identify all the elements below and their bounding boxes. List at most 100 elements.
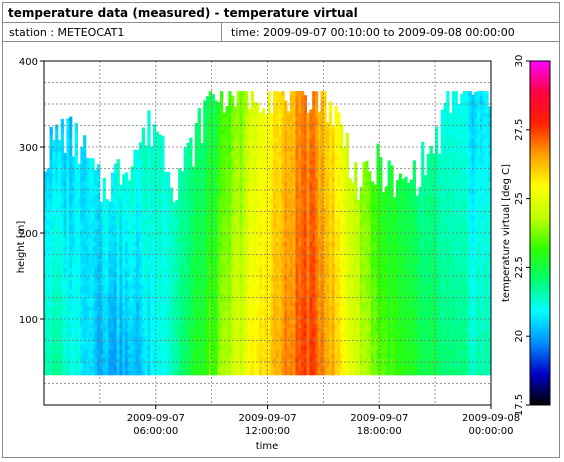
heatmap-cell	[211, 147, 215, 152]
heatmap-cell	[138, 220, 143, 225]
heatmap-cell	[270, 284, 274, 290]
heatmap-cell	[69, 357, 73, 363]
heatmap-cell	[122, 331, 126, 337]
heatmap-cell	[261, 198, 266, 204]
heatmap-cell	[211, 314, 215, 320]
heatmap-cell	[116, 301, 120, 307]
heatmap-cell	[147, 138, 151, 144]
heatmap-cell	[194, 241, 199, 247]
heatmap-cell	[211, 271, 215, 277]
heatmap-cell	[94, 220, 98, 225]
heatmap-cell	[197, 237, 201, 242]
heatmap-cell	[242, 142, 246, 148]
heatmap-cell	[247, 185, 252, 191]
heatmap-cell	[239, 194, 243, 199]
heatmap-cell	[189, 185, 193, 191]
heatmap-cell	[57, 245, 62, 251]
heatmap-cell	[287, 331, 291, 337]
heatmap-cell	[284, 271, 288, 277]
heatmap-cell	[77, 245, 81, 251]
heatmap-cell	[197, 366, 201, 371]
heatmap-cell	[97, 314, 101, 320]
heatmap-cell	[194, 353, 199, 359]
heatmap-cell	[197, 301, 201, 307]
heatmap-cell	[138, 284, 143, 290]
heatmap-cell	[194, 185, 199, 191]
heatmap-cell	[256, 293, 260, 298]
heatmap-cell	[125, 245, 129, 251]
heatmap-cell	[242, 155, 246, 161]
heatmap-cell	[206, 220, 210, 225]
heatmap-cell	[206, 288, 210, 294]
heatmap-cell	[275, 159, 280, 165]
heatmap-cell	[57, 349, 62, 354]
heatmap-cell	[259, 301, 263, 307]
heatmap-cell	[102, 271, 106, 277]
heatmap-cell	[147, 280, 151, 285]
heatmap-cell	[233, 258, 238, 264]
heatmap-cell	[289, 306, 294, 311]
heatmap-cell	[55, 202, 59, 208]
heatmap-cell	[125, 185, 129, 191]
heatmap-cell	[200, 310, 204, 316]
heatmap-cell	[261, 129, 266, 135]
heatmap-cell	[97, 228, 101, 234]
heatmap-cell	[69, 258, 73, 264]
heatmap-cell	[264, 177, 268, 182]
heatmap-cell	[275, 250, 280, 255]
heatmap-cell	[247, 353, 252, 359]
heatmap-cell	[233, 211, 238, 217]
heatmap-cell	[236, 357, 240, 363]
heatmap-cell	[175, 331, 179, 337]
heatmap-cell	[158, 310, 162, 316]
heatmap-cell	[183, 310, 187, 316]
heatmap-cell	[141, 168, 145, 174]
heatmap-cell	[281, 349, 285, 354]
heatmap-cell	[102, 293, 106, 298]
heatmap-cell	[253, 349, 257, 354]
heatmap-cell	[74, 168, 78, 174]
heatmap-cell	[125, 237, 129, 242]
heatmap-cell	[192, 228, 196, 234]
heatmap-cell	[256, 353, 260, 359]
heatmap-cell	[138, 370, 143, 376]
heatmap-cell	[256, 331, 260, 337]
heatmap-cell	[239, 207, 243, 212]
heatmap-cell	[284, 276, 288, 281]
heatmap-cell	[94, 349, 98, 354]
heatmap-cell	[150, 198, 154, 204]
heatmap-cell	[144, 215, 148, 221]
heatmap-cell	[158, 314, 162, 320]
heatmap-cell	[164, 202, 168, 208]
heatmap-cell	[253, 301, 257, 307]
heatmap-cell	[261, 207, 266, 212]
heatmap-cell	[138, 245, 143, 251]
heatmap-cell	[233, 151, 238, 156]
heatmap-cell	[57, 254, 62, 260]
heatmap-cell	[197, 202, 201, 208]
heatmap-cell	[284, 323, 288, 328]
heatmap-cell	[63, 228, 67, 234]
heatmap-cell	[108, 370, 112, 376]
heatmap-cell	[214, 181, 218, 187]
heatmap-cell	[152, 353, 157, 359]
heatmap-cell	[186, 349, 190, 354]
heatmap-cell	[220, 138, 224, 144]
heatmap-cell	[231, 233, 235, 238]
heatmap-cell	[55, 168, 59, 174]
heatmap-cell	[236, 353, 240, 359]
heatmap-cell	[80, 353, 84, 359]
heatmap-cell	[125, 306, 129, 311]
heatmap-cell	[250, 310, 254, 316]
heatmap-cell	[155, 250, 159, 255]
heatmap-cell	[247, 207, 252, 212]
heatmap-cell	[136, 331, 140, 337]
heatmap-cell	[55, 142, 59, 148]
heatmap-cell	[222, 370, 226, 376]
heatmap-cell	[217, 198, 221, 204]
heatmap-cell	[161, 349, 165, 354]
heatmap-cell	[133, 215, 137, 221]
heatmap-cell	[270, 306, 274, 311]
heatmap-cell	[113, 254, 118, 260]
heatmap-cell	[161, 135, 165, 139]
